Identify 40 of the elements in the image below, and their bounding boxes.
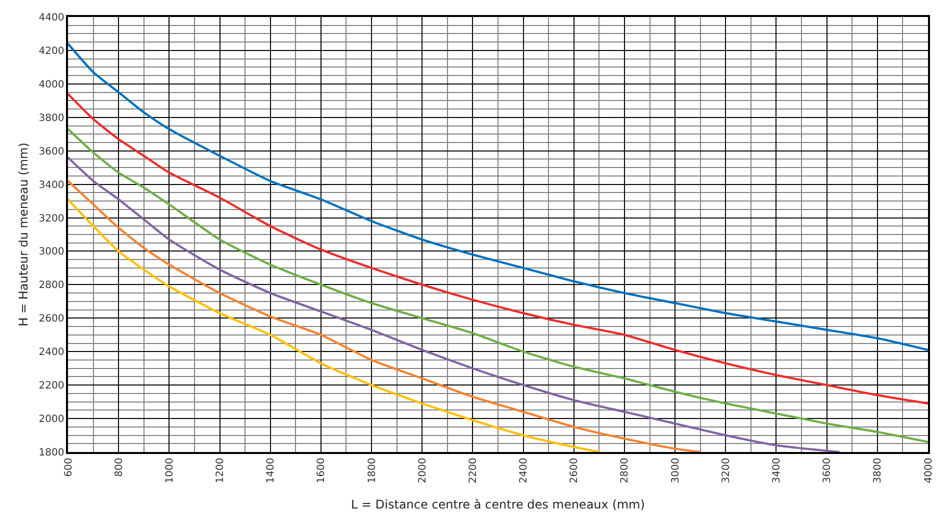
y-axis-title: H = Hauteur du meneau (mm) <box>16 142 31 326</box>
y-tick-label: 2000 <box>38 414 64 426</box>
x-tick-label: 2400 <box>518 458 530 484</box>
line-series <box>68 198 600 452</box>
x-tick-label: 2200 <box>468 458 479 484</box>
x-axis-title: L = Distance centre à centre des meneaux (mm) <box>351 498 645 512</box>
line-series <box>68 128 928 444</box>
y-tick-label: 3000 <box>38 246 64 258</box>
x-tick-label: 4000 <box>923 458 934 484</box>
y-tick-label: 1800 <box>38 448 64 458</box>
y-tick-label: 3200 <box>38 213 64 224</box>
y-tick-label: 4200 <box>38 46 64 57</box>
line-series <box>68 180 702 452</box>
x-tick-label: 2600 <box>569 458 580 484</box>
x-tick-label: 3600 <box>822 458 834 484</box>
x-tick-label: 1000 <box>164 458 176 484</box>
y-tick-label: 3600 <box>38 146 64 158</box>
y-tick-label: 2600 <box>38 314 64 325</box>
y-tick-label: 2200 <box>38 380 64 392</box>
y-tick-label: 3800 <box>38 112 64 124</box>
y-tick-label: 4000 <box>38 79 64 90</box>
x-tick-label: 1400 <box>266 458 277 484</box>
x-tick-label: 2000 <box>417 458 428 484</box>
x-tick-label: 1800 <box>366 458 378 484</box>
y-tick-label: 2400 <box>38 347 64 358</box>
x-tick-label: 2800 <box>620 458 631 484</box>
line-series <box>68 92 928 405</box>
x-tick-label: 3400 <box>771 458 782 484</box>
x-tick-label: 800 <box>114 458 125 477</box>
x-tick-label: 3200 <box>720 458 732 484</box>
x-tick-label: 600 <box>63 458 74 477</box>
x-tick-label: 1600 <box>316 458 328 484</box>
x-tick-label: 3000 <box>670 458 682 484</box>
line-series <box>68 42 928 352</box>
x-tick-label: 1200 <box>215 458 226 484</box>
y-tick-label: 3400 <box>38 180 64 191</box>
y-tick-label: 2800 <box>38 280 64 292</box>
line-series <box>68 156 841 452</box>
x-tick-label: 3800 <box>872 458 884 484</box>
y-tick-label: 4400 <box>38 12 64 24</box>
